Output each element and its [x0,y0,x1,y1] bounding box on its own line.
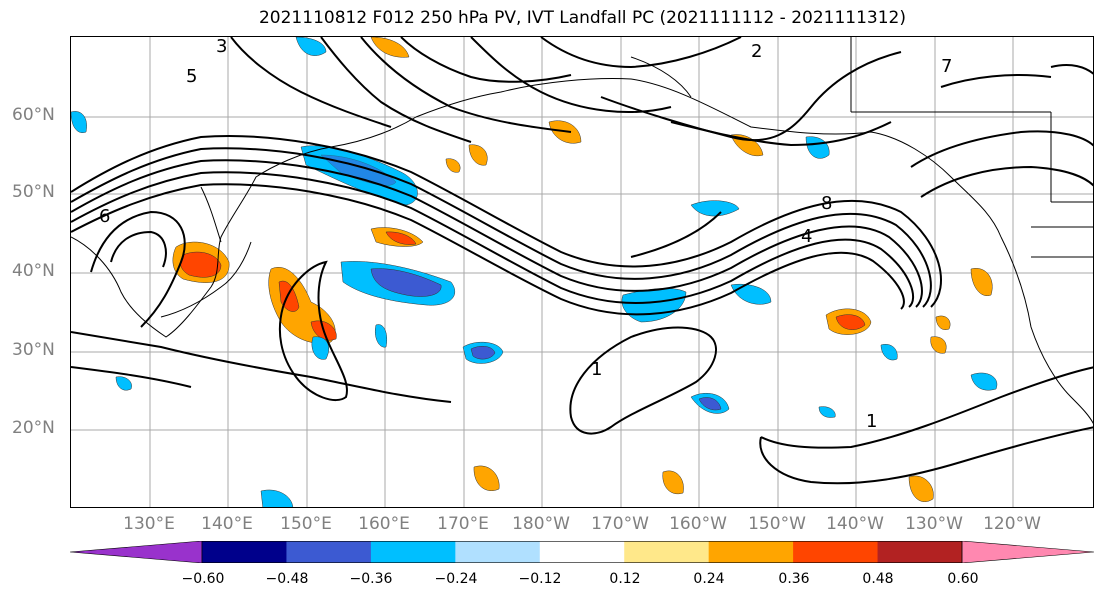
colorbar-label-pos024: 0.24 [693,571,725,587]
map-panel: 1 1 2 3 4 5 6 7 8 [70,36,1094,508]
colorbar-label-neg012: −0.12 [518,571,562,587]
colorbar-extend-high [961,541,1094,563]
colorbar-segment [455,541,541,563]
colorbar [70,541,1094,563]
lon-label-170w: 170°W [591,514,649,534]
contour-label-3: 3 [216,37,227,57]
coastlines [71,37,1093,424]
lat-label-50n: 50°N [12,182,55,202]
contour-label-2: 2 [751,41,762,62]
contour-label-8: 8 [821,193,832,214]
gridlines [71,37,1093,507]
lat-label-40n: 40°N [12,261,55,281]
colorbar-segments [70,541,1094,563]
contour-label-5: 5 [186,66,197,87]
lat-label-20n: 20°N [12,418,55,438]
colorbar-label-pos012: 0.12 [609,571,641,587]
contour-label-1-west: 1 [591,359,602,380]
lon-label-170e: 170°E [437,514,489,534]
colorbar-segment [370,541,456,563]
colorbar-label-pos060: 0.60 [947,571,979,587]
colorbar-segment [624,541,710,563]
lon-label-120w: 120°W [983,514,1041,534]
colorbar-label-neg024: −0.24 [434,571,478,587]
colorbar-segment [539,541,625,563]
map-canvas: 1 1 2 3 4 5 6 7 8 [71,37,1093,507]
colorbar-label-pos036: 0.36 [778,571,810,587]
lat-label-60n: 60°N [12,105,55,125]
lon-label-150w: 150°W [748,514,806,534]
lon-label-140e: 140°E [201,514,253,534]
contour-labels: 1 1 2 3 4 5 6 7 8 [99,37,952,432]
contour-label-6: 6 [99,206,110,227]
colorbar-label-pos048: 0.48 [862,571,894,587]
colorbar-border [201,541,963,563]
colorbar-segment [708,541,794,563]
contour-label-4: 4 [801,226,812,247]
lon-label-180w: 180°W [512,514,570,534]
colorbar-label-neg060: −0.60 [181,571,225,587]
lon-label-160e: 160°E [358,514,410,534]
colorbar-segment [286,541,372,563]
lon-label-140w: 140°W [826,514,884,534]
lat-label-30n: 30°N [12,340,55,360]
lon-label-130e: 130°E [123,514,175,534]
lon-label-160w: 160°W [669,514,727,534]
ivt-anomaly-fills [71,37,998,507]
map-title: 2021110812 F012 250 hPa PV, IVT Landfall… [258,8,906,28]
colorbar-label-neg048: −0.48 [265,571,309,587]
colorbar-segment [202,541,287,563]
colorbar-label-neg036: −0.36 [349,571,393,587]
lon-label-130w: 130°W [905,514,963,534]
contour-label-1-east: 1 [866,411,877,432]
colorbar-extend-low [70,541,203,563]
contour-label-7: 7 [941,56,952,77]
colorbar-segment [877,541,963,563]
lon-label-150e: 150°E [280,514,332,534]
colorbar-segment [793,541,879,563]
pv-contours [71,37,1093,485]
